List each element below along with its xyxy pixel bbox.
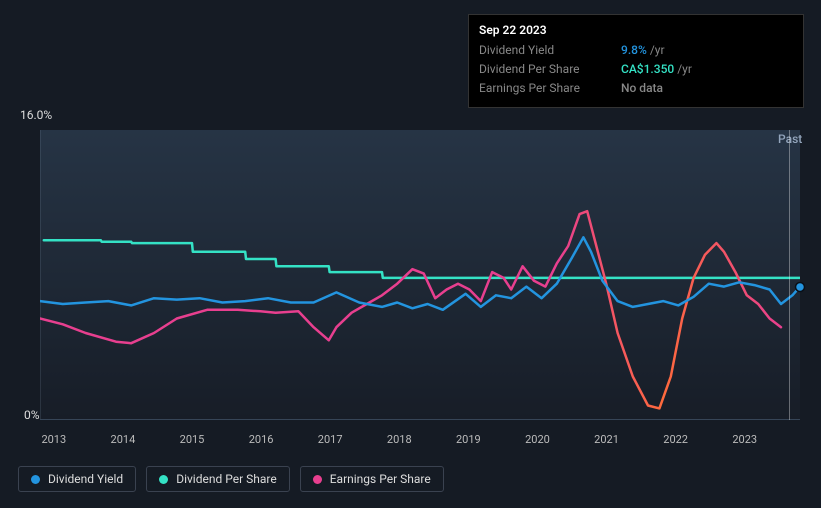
legend-label: Earnings Per Share — [330, 472, 431, 486]
series-dividend-yield — [40, 237, 800, 309]
legend-dot-icon — [313, 475, 322, 484]
legend-label: Dividend Per Share — [176, 472, 277, 486]
x-tick: 2019 — [456, 433, 481, 446]
series-end-dot — [800, 287, 821, 437]
tooltip-row-label: Earnings Per Share — [479, 79, 607, 98]
tooltip-row: Earnings Per Share No data — [479, 79, 793, 98]
x-tick: 2013 — [41, 433, 66, 446]
legend-item[interactable]: Dividend Per Share — [146, 466, 290, 492]
x-tick: 2022 — [663, 433, 688, 446]
legend-dot-icon — [159, 475, 168, 484]
tooltip: Sep 22 2023 Dividend Yield9.8%/yrDividen… — [468, 14, 804, 108]
x-tick: 2016 — [249, 433, 274, 446]
crosshair-vline — [789, 130, 790, 420]
tooltip-row-label: Dividend Per Share — [479, 60, 607, 79]
x-tick: 2015 — [180, 433, 205, 446]
tooltip-row: Dividend Per Share CA$1.350/yr — [479, 60, 793, 79]
tooltip-date: Sep 22 2023 — [479, 23, 793, 37]
tooltip-row: Dividend Yield 9.8%/yr — [479, 41, 793, 60]
tooltip-row-label: Dividend Yield — [479, 41, 607, 60]
x-tick: 2021 — [594, 433, 619, 446]
y-axis-top-label: 16.0% — [20, 108, 52, 122]
legend: Dividend Yield Dividend Per Share Earnings… — [18, 466, 444, 492]
x-tick: 2017 — [318, 433, 343, 446]
tooltip-row-value: No data — [621, 79, 663, 98]
plot-svg — [40, 110, 800, 440]
tooltip-row-value: 9.8%/yr — [621, 41, 665, 60]
x-tick: 2018 — [387, 433, 412, 446]
legend-item[interactable]: Earnings Per Share — [300, 466, 444, 492]
x-tick: 2020 — [525, 433, 550, 446]
x-tick: 2014 — [111, 433, 136, 446]
legend-dot-icon — [31, 475, 40, 484]
y-axis-bottom-label: 0% — [24, 408, 40, 422]
legend-label: Dividend Yield — [48, 472, 123, 486]
past-label: Past — [778, 132, 802, 146]
chart-root: { "canvas": { "w": 821, "h": 508, "bg": … — [0, 0, 821, 508]
tooltip-row-value: CA$1.350/yr — [621, 60, 692, 79]
legend-item[interactable]: Dividend Yield — [18, 466, 136, 492]
series-earnings-per-share — [40, 211, 781, 408]
x-tick: 2023 — [732, 433, 757, 446]
